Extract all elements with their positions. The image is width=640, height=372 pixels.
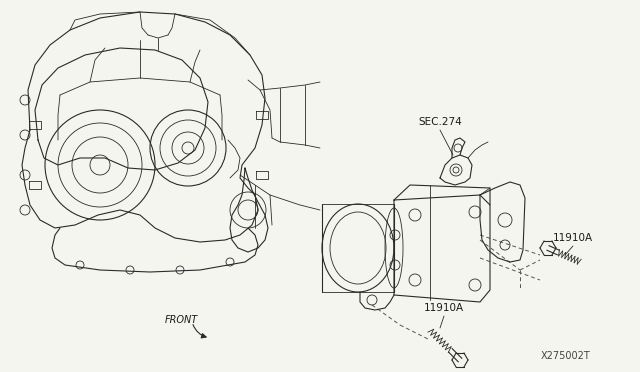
Text: 11910A: 11910A — [553, 233, 593, 243]
Text: SEC.274: SEC.274 — [418, 117, 462, 127]
Text: FRONT: FRONT — [165, 315, 198, 325]
Text: X275002T: X275002T — [540, 351, 590, 361]
Text: 11910A: 11910A — [424, 303, 464, 313]
